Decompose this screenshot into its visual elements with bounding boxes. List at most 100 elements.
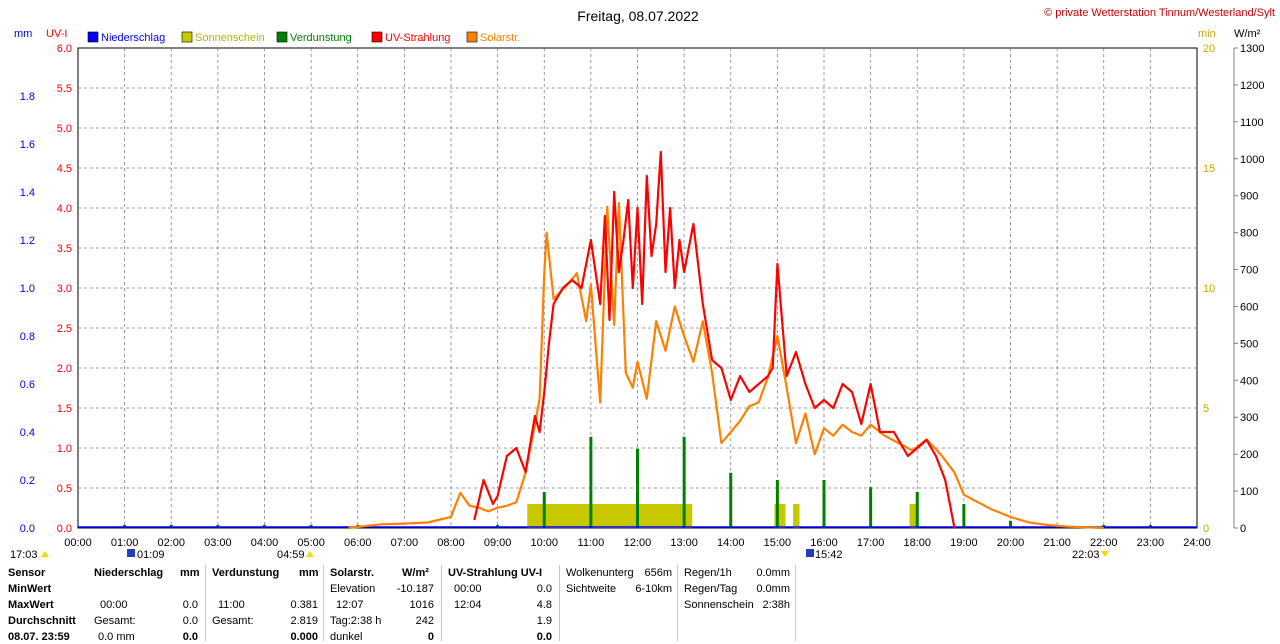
x-tick-label: 02:00 (157, 537, 185, 549)
wm2-tick-label: 1200 (1240, 80, 1264, 92)
evaporation-bar (682, 436, 686, 528)
series-layer (78, 150, 1197, 530)
sun-events: 17:03 01:09 04:59 15:42 22:03 (10, 549, 1109, 561)
solar-cur-val: 0 (427, 631, 434, 643)
uvi-tick-label: 1.0 (57, 443, 72, 455)
nd-max-time: 00:00 (100, 599, 128, 611)
solar-dark-label: dunkel (330, 631, 363, 643)
min-tick-label: 10 (1203, 283, 1215, 295)
uv-min-time: 00:00 (454, 583, 482, 595)
sunshine-bar (615, 504, 623, 528)
solar-elev-val: -10.187 (396, 583, 434, 595)
evaporation-bar (869, 487, 873, 528)
regentag-val: 0.0mm (756, 583, 790, 595)
sunshine-bar (629, 504, 637, 528)
x-tick-label: 07:00 (391, 537, 419, 549)
uvi-tick-label: 4.5 (57, 163, 72, 175)
uv-cur-val: 0.0 (536, 631, 552, 643)
event-time: 17:03 (10, 549, 38, 561)
mm-tick-label: 0.8 (20, 331, 35, 343)
min-tick-label: 20 (1203, 43, 1215, 55)
x-tick-label: 15:00 (764, 537, 792, 549)
row-current: 08.07. 23:59 (8, 631, 70, 643)
x-tick-label: 10:00 (530, 537, 558, 549)
uvi-tick-label: 2.0 (57, 363, 72, 375)
legend-label: UV-Strahlung (385, 32, 450, 44)
x-tick-label: 12:00 (624, 537, 652, 549)
sunshine-bar (559, 504, 567, 528)
uvi-tick-label: 0.0 (57, 523, 72, 535)
sunshine-bar (779, 504, 786, 528)
copyright: © private Wetterstation Tinnum/Westerlan… (1044, 7, 1275, 19)
evaporation-bar (822, 480, 826, 528)
sunshine-bar (643, 504, 651, 528)
evaporation-bar (729, 472, 733, 528)
weather-chart: Freitag, 08.07.2022 © private Wetterstat… (10, 7, 1275, 561)
sunrise-icon (306, 551, 314, 557)
sunshine-bar (578, 504, 586, 528)
solar-elev-label: Elevation (330, 583, 376, 595)
evaporation-bar (542, 492, 546, 528)
sunshine-bar (592, 504, 600, 528)
uv-min-val: 0.0 (536, 583, 552, 595)
sicht-label: Sichtweite (566, 583, 617, 595)
event-time: 04:59 (277, 549, 305, 561)
mm-tick-label: 0.6 (20, 379, 35, 391)
sunshine-bar (667, 504, 674, 528)
sonnenschein-val: 2:38h (762, 599, 790, 611)
uv-max-val: 4.8 (536, 599, 552, 611)
mm-tick-label: 1.8 (20, 91, 35, 103)
wm2-tick-label: 400 (1240, 375, 1258, 387)
wm2-tick-label: 300 (1240, 412, 1258, 424)
solar-max-time: 12:07 (336, 599, 364, 611)
summary-table: Sensor MinWert MaxWert Durchschnitt 08.0… (0, 565, 1280, 643)
uv-line (473, 150, 956, 529)
mm-tick-label: 0.2 (20, 475, 35, 487)
event-time: 15:42 (815, 549, 843, 561)
regen1h-val: 0.0mm (756, 567, 790, 579)
evaporation-bar (1009, 520, 1012, 528)
mm-tick-label: 1.4 (20, 187, 35, 199)
x-tick-label: 19:00 (950, 537, 978, 549)
wm2-tick-label: 1300 (1240, 43, 1264, 55)
x-tick-label: 03:00 (204, 537, 232, 549)
wm2-tick-label: 700 (1240, 265, 1258, 277)
uvi-tick-label: 1.5 (57, 403, 72, 415)
mm-tick-label: 1.0 (20, 283, 35, 295)
x-tick-label: 18:00 (903, 537, 931, 549)
wm2-tick-label: 1000 (1240, 154, 1264, 166)
sunshine-bar (662, 504, 669, 528)
regentag-label: Regen/Tag (684, 583, 738, 595)
sunshine-bar (597, 504, 604, 528)
x-tick-label: 08:00 (437, 537, 465, 549)
chart-title: Freitag, 08.07.2022 (577, 8, 699, 24)
uvi-tick-label: 0.5 (57, 483, 72, 495)
unit-mm: mm (14, 28, 32, 40)
grid (77, 47, 1198, 529)
legend-swatch (87, 31, 99, 43)
x-tick-label: 24:00 (1183, 537, 1211, 549)
wm2-tick-label: 500 (1240, 338, 1258, 350)
sunshine-bar (606, 504, 614, 528)
sunshine-bar (601, 504, 609, 528)
sunshine-bar (611, 504, 618, 528)
wm2-tick-label: 100 (1240, 486, 1258, 498)
wm2-tick-label: 800 (1240, 228, 1258, 240)
solar-max-val: 1016 (409, 599, 434, 611)
wm2-tick-label: 900 (1240, 191, 1258, 203)
evaporation-bar (915, 492, 919, 528)
event-time: 01:09 (137, 549, 165, 561)
vd-total-val: 2.819 (290, 615, 318, 627)
x-tick-label: 11:00 (578, 537, 605, 549)
event-time: 22:03 (1072, 549, 1100, 561)
x-tick-label: 22:00 (1090, 537, 1118, 549)
verdunstung-header: Verdunstung (212, 567, 280, 579)
sunshine-bar (648, 504, 655, 528)
x-tick-label: 09:00 (484, 537, 512, 549)
sunshine-bar (620, 504, 628, 528)
sunshine-bar (639, 504, 646, 528)
vd-cur-val: 0.000 (290, 631, 318, 643)
nd-cur-val: 0.0 (182, 631, 198, 643)
sunshine-bar (909, 504, 917, 528)
mm-tick-label: 0.0 (20, 523, 35, 535)
